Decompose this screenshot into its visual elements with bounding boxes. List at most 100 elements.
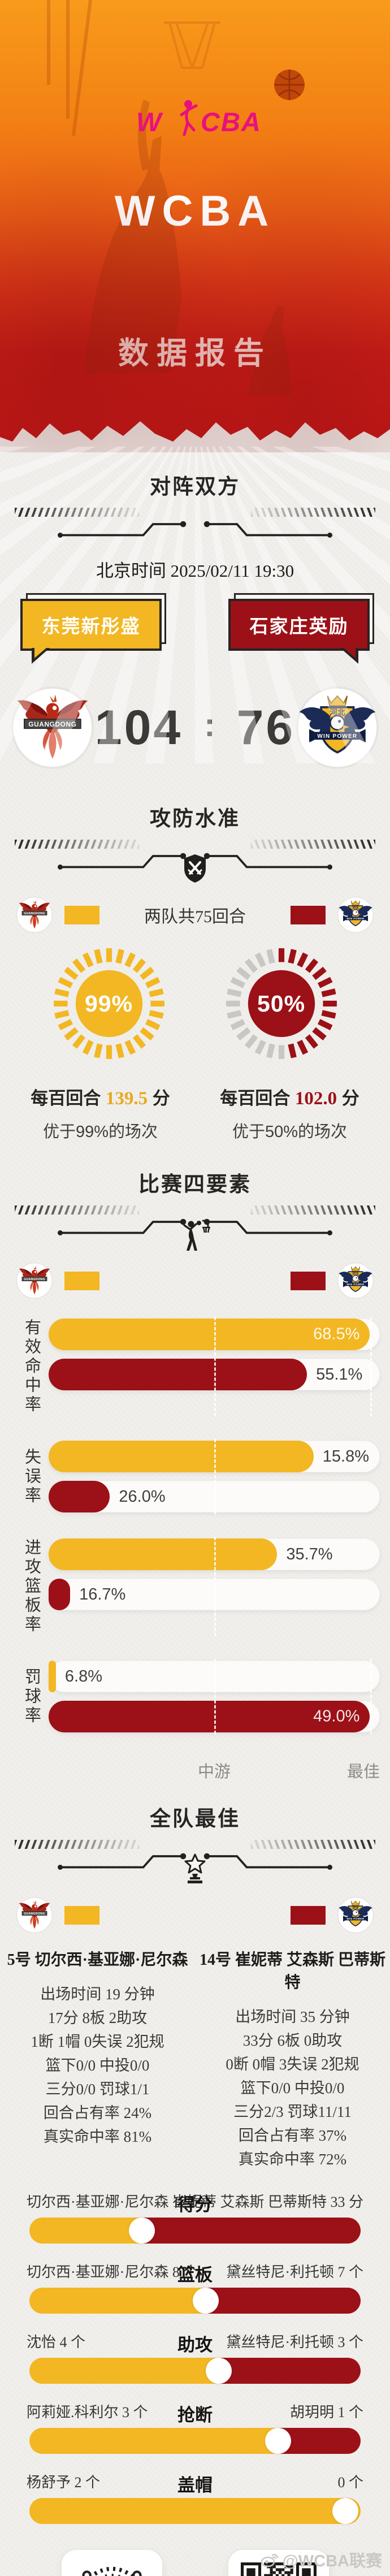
divider-lines	[58, 521, 332, 538]
home-leader: 阿莉娅.科利尔 3 个	[27, 2404, 148, 2421]
section-divider	[11, 840, 379, 883]
hatch-right	[251, 840, 375, 849]
stat-line: 1断 1帽 0失误 2犯规	[31, 2033, 164, 2050]
hatch-left	[15, 508, 139, 517]
midline-marker	[214, 1439, 216, 1514]
section-pace: 攻防水准 两队共75回合	[0, 801, 390, 1142]
home-pace-caption: 每百回合 139.5 分 优于99%的场次	[6, 1084, 195, 1142]
trophy-star-icon	[184, 1853, 206, 1883]
home-leader: 切尔西·基亚娜·尼尔森 17 分	[27, 2194, 206, 2210]
home-best-player-name: 5号 切尔西·基亚娜·尼尔森	[7, 1951, 188, 1969]
factor-label: 进攻篮板率	[22, 1538, 41, 1635]
banner-tail	[340, 647, 358, 664]
duel-category: 助攻	[177, 2335, 213, 2355]
split-dot	[193, 2288, 219, 2314]
shield-swords-icon	[184, 854, 206, 883]
stat-line: 17分 8板 2助攻	[47, 2009, 148, 2026]
duel-bar	[29, 2288, 361, 2314]
away-leader: 胡玥明 1 个	[289, 2404, 363, 2421]
away-percentile: 50%	[257, 990, 306, 1017]
away-value: 55.1%	[316, 1365, 363, 1384]
best-marker	[370, 1659, 372, 1734]
away-leader: 0 个	[337, 2474, 363, 2491]
four-factors-chart: 有效命中率 68.5% 55.1% 失误率	[0, 1317, 390, 1734]
home-gauge-ring	[53, 948, 164, 1059]
home-bar	[49, 1661, 56, 1692]
duel-row-steals: 阿莉娅.科利尔 3 个 抢断 胡玥明 1 个	[0, 2401, 390, 2454]
stat-line: 回合占有率 24%	[43, 2104, 152, 2121]
duel-bar	[29, 2428, 361, 2454]
hatch-right	[251, 508, 375, 517]
duel-bar	[29, 2218, 361, 2244]
away-team-logo	[337, 896, 374, 933]
report-title: WCBA	[114, 187, 276, 235]
home-color-swatch	[64, 1271, 99, 1290]
matchup-title: 对阵双方	[150, 475, 240, 498]
team-best-title: 全队最佳	[150, 1807, 240, 1830]
stat-line: 出场时间 19 分钟	[40, 1986, 155, 2003]
section-divider	[11, 1205, 379, 1251]
away-bar: 49.0%	[49, 1701, 370, 1732]
away-leader: 黛丝特尼·利托顿 7 个	[226, 2264, 363, 2280]
away-bar	[49, 1481, 110, 1512]
duel-row-rebounds: 切尔西·基亚娜·尼尔森 8 个 篮板 黛丝特尼·利托顿 7 个	[0, 2261, 390, 2314]
duel-category: 篮板	[177, 2265, 213, 2285]
qr-code-icon	[240, 2562, 317, 2576]
factor-row-efg: 有效命中率 68.5% 55.1%	[14, 1317, 390, 1416]
caption-prefix: 每百回合	[220, 1088, 291, 1108]
section-team-best: 全队最佳	[0, 1801, 390, 2524]
four-factors-legend	[0, 1262, 390, 1299]
home-leader: 沈怡 4 个	[27, 2334, 86, 2350]
duel-row-points: 切尔西·基亚娜·尼尔森 17 分 得分 崔妮蒂 艾森斯 巴蒂斯特 33 分	[0, 2190, 390, 2244]
wcba-league-logo: W CBA	[136, 100, 261, 137]
home-value: 68.5%	[313, 1325, 360, 1343]
team-best-legend	[0, 1896, 390, 1934]
stat-line: 出场时间 35 分钟	[235, 2008, 350, 2025]
match-datetime: 北京时间 2025/02/11 19:30	[96, 561, 294, 581]
basketball-player-icon	[183, 1220, 210, 1251]
section-divider	[11, 1840, 379, 1883]
stat-line: 真实命中率 72%	[238, 2151, 347, 2168]
midline-marker	[214, 1317, 216, 1416]
pace-gauges: 99% 50%	[0, 946, 390, 1061]
away-value: 16.7%	[79, 1585, 126, 1603]
away-team-logo	[337, 1896, 374, 1934]
away-percentile-note: 优于50%的场次	[232, 1123, 348, 1141]
watermark-text: @WCBA联赛	[282, 2552, 382, 2570]
away-pace-caption: 每百回合 102.0 分 优于50%的场次	[195, 1084, 384, 1142]
wcba-logo-player-icon	[180, 100, 198, 136]
pace-title: 攻防水准	[150, 807, 240, 830]
qr-data-notes: 微信扫码查看数据说明	[202, 2550, 355, 2576]
home-share	[29, 2288, 206, 2314]
hero-banner: W CBA WCBA 数据报告	[0, 0, 390, 452]
caption-suffix: 分	[152, 1088, 170, 1108]
stat-line: 篮下0/0 中投0/0	[45, 2057, 150, 2074]
away-team-name: 石家庄英励	[249, 616, 349, 637]
duel-row-blocks: 杨舒予 2 个 盖帽 0 个	[0, 2471, 390, 2524]
divider-lines	[58, 1853, 332, 1870]
split-dot	[205, 2358, 232, 2384]
points-per-100: 139.5	[105, 1088, 148, 1109]
home-team-logo	[16, 896, 53, 933]
svg-text:CBA: CBA	[201, 107, 261, 137]
factor-label: 罚球率	[22, 1667, 41, 1726]
qr-section: 微信扫码查看更多数据 微信扫码查看数据说明	[0, 2550, 390, 2576]
away-color-swatch	[291, 1271, 326, 1290]
report-subtitle: 数据报告	[118, 336, 272, 370]
away-value: 49.0%	[313, 1707, 360, 1726]
axis-best-label: 最佳	[346, 1763, 380, 1781]
weibo-icon	[261, 2553, 278, 2568]
away-gauge-ring	[226, 948, 337, 1059]
away-bar	[49, 1579, 71, 1610]
wechat-minicode-icon	[78, 2566, 145, 2576]
stat-line: 33分 6板 0助攻	[242, 2032, 343, 2049]
away-share	[218, 2358, 361, 2384]
best-marker	[370, 1317, 372, 1416]
duel-bar	[29, 2498, 361, 2524]
team-banners: 东莞新彤盛 石家庄英励	[0, 593, 390, 664]
away-score: 76	[236, 700, 296, 755]
home-percentile-note: 优于99%的场次	[42, 1123, 158, 1141]
duel-bar	[29, 2358, 361, 2384]
factor-row-ftr: 罚球率 6.8% 49.0%	[14, 1659, 390, 1734]
